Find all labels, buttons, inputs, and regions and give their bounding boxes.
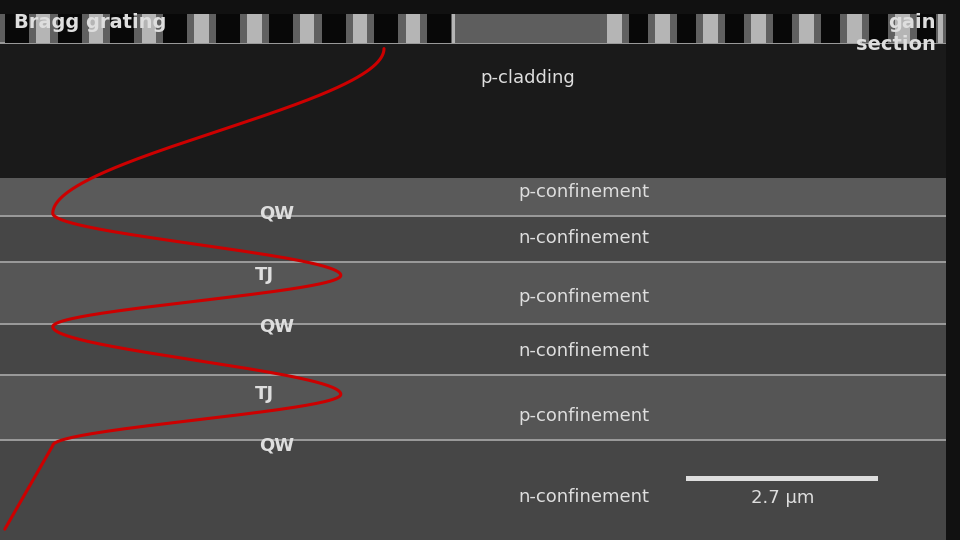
Bar <box>821 0 840 43</box>
Text: n-confinement: n-confinement <box>518 228 649 247</box>
Bar <box>82 0 110 43</box>
Bar <box>88 0 103 43</box>
Text: QW: QW <box>259 436 295 455</box>
Bar <box>452 0 455 43</box>
Bar <box>0 215 960 217</box>
Bar <box>752 0 766 43</box>
Text: 2.7 μm: 2.7 μm <box>751 489 814 507</box>
Bar <box>896 0 910 43</box>
Bar <box>888 0 917 43</box>
Bar <box>5 0 29 43</box>
Bar <box>792 0 821 43</box>
Bar <box>725 0 744 43</box>
Bar <box>0 324 960 375</box>
Bar <box>456 0 600 43</box>
Text: Bragg grating: Bragg grating <box>14 14 167 32</box>
Bar <box>134 0 163 43</box>
Bar <box>0 375 960 440</box>
Bar <box>398 0 427 43</box>
Bar <box>58 0 82 43</box>
Bar <box>0 42 960 44</box>
Bar <box>247 0 261 43</box>
Bar <box>300 0 315 43</box>
Bar <box>406 0 420 43</box>
Bar <box>29 0 58 43</box>
Text: TJ: TJ <box>254 266 274 285</box>
Bar <box>0 0 960 14</box>
Text: TJ: TJ <box>254 385 274 403</box>
Bar <box>869 0 888 43</box>
Bar <box>629 0 648 43</box>
Bar <box>939 0 943 43</box>
Bar <box>0 0 960 43</box>
Bar <box>703 0 718 43</box>
Text: n-confinement: n-confinement <box>518 488 649 506</box>
Bar <box>0 261 960 263</box>
Bar <box>451 0 456 43</box>
Bar <box>240 0 269 43</box>
Text: n-confinement: n-confinement <box>518 342 649 360</box>
Bar <box>677 0 696 43</box>
Bar <box>744 0 773 43</box>
Bar <box>36 0 51 43</box>
Bar <box>216 0 240 43</box>
Bar <box>346 0 374 43</box>
Bar <box>353 0 368 43</box>
Bar <box>374 0 398 43</box>
Text: QW: QW <box>259 318 295 336</box>
Text: p-confinement: p-confinement <box>518 288 650 306</box>
Bar <box>110 0 134 43</box>
Bar <box>917 0 936 43</box>
Bar <box>648 0 677 43</box>
Bar <box>800 0 814 43</box>
Bar <box>293 0 322 43</box>
Bar <box>0 262 960 324</box>
Bar <box>142 0 156 43</box>
Bar <box>0 323 960 325</box>
Bar <box>607 0 621 43</box>
Bar <box>0 374 960 376</box>
Bar <box>848 0 862 43</box>
Bar <box>194 0 208 43</box>
Bar <box>0 440 960 540</box>
Bar <box>269 0 293 43</box>
Bar <box>0 178 960 216</box>
Bar <box>187 0 216 43</box>
Bar <box>840 0 869 43</box>
Bar <box>696 0 725 43</box>
Bar <box>427 0 451 43</box>
Bar <box>655 0 670 43</box>
Bar <box>600 0 629 43</box>
Bar <box>322 0 346 43</box>
Text: p-confinement: p-confinement <box>518 183 650 201</box>
Bar <box>163 0 187 43</box>
Text: gain
section: gain section <box>856 14 936 55</box>
Bar <box>946 0 960 540</box>
Text: p-cladding: p-cladding <box>480 69 575 87</box>
Bar <box>936 0 946 43</box>
Bar <box>773 0 792 43</box>
Text: QW: QW <box>259 204 295 222</box>
Text: p-confinement: p-confinement <box>518 407 650 425</box>
Bar <box>0 439 960 441</box>
Bar <box>0 216 960 262</box>
Bar <box>686 476 878 481</box>
